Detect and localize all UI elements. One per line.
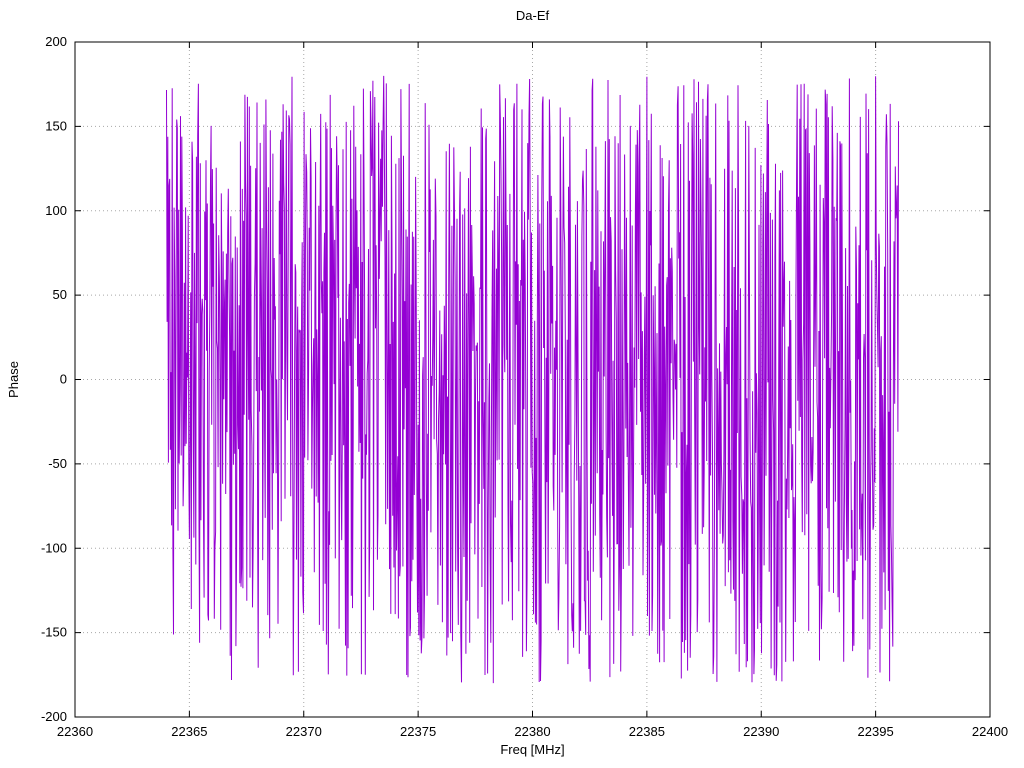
y-tick-label: 200 xyxy=(45,34,67,49)
y-tick-label: -100 xyxy=(41,540,67,555)
tick-marks xyxy=(74,41,991,718)
y-tick-label: 0 xyxy=(60,372,67,387)
data-series-trace xyxy=(166,75,899,684)
x-tick-label: 22360 xyxy=(57,724,93,739)
tick-labels: 22360 22365 22370 22375 22380 22385 22390 22395… xyxy=(41,34,1008,739)
x-tick-label: 22400 xyxy=(972,724,1008,739)
y-tick-label: 50 xyxy=(53,287,67,302)
x-tick-label: 22380 xyxy=(514,724,550,739)
chart-title: Da-Ef xyxy=(516,8,550,23)
x-tick-label: 22370 xyxy=(286,724,322,739)
y-axis-label: Phase xyxy=(6,361,21,398)
y-tick-label: -50 xyxy=(48,456,67,471)
y-tick-label: 100 xyxy=(45,203,67,218)
x-tick-label: 22390 xyxy=(743,724,779,739)
y-tick-label: -150 xyxy=(41,625,67,640)
y-tick-label: 150 xyxy=(45,118,67,133)
x-tick-label: 22385 xyxy=(629,724,665,739)
x-tick-label: 22375 xyxy=(400,724,436,739)
x-tick-label: 22365 xyxy=(171,724,207,739)
x-tick-label: 22395 xyxy=(858,724,894,739)
y-tick-label: -200 xyxy=(41,709,67,724)
x-axis-label: Freq [MHz] xyxy=(500,742,564,757)
phase-noise-line xyxy=(166,75,899,684)
